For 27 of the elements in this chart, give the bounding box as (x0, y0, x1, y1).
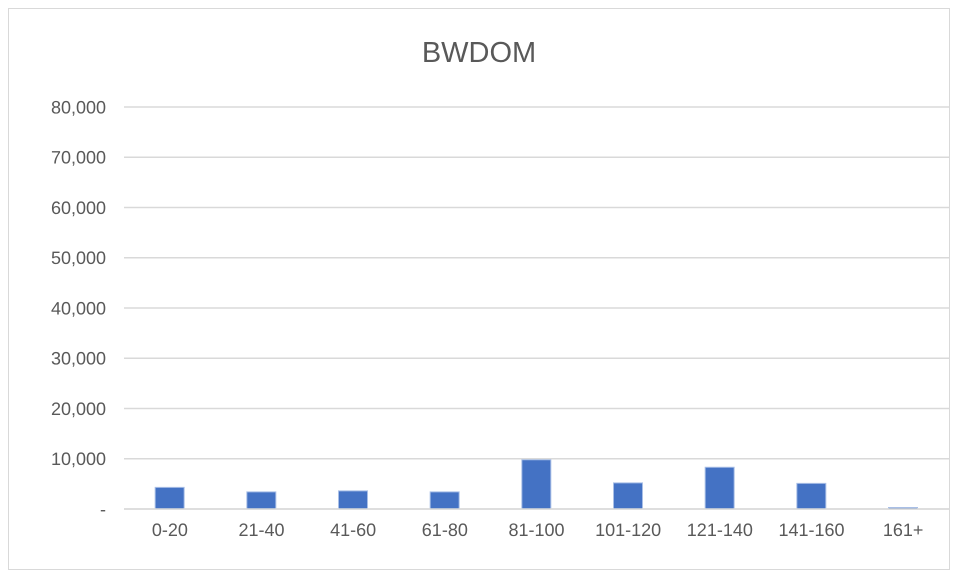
bar (154, 486, 185, 509)
bar (521, 459, 552, 509)
y-tick-label: 60,000 (50, 198, 106, 218)
y-tick-label: 30,000 (50, 348, 106, 369)
bar (704, 466, 735, 509)
y-tick-label: 40,000 (50, 298, 106, 318)
chart-title: BWDOM (420, 37, 538, 70)
y-tick-label: 80,000 (50, 97, 106, 118)
x-tick-label: 41-60 (330, 520, 376, 540)
bar (430, 491, 460, 509)
bar (613, 482, 643, 509)
x-tick-label: 121-140 (686, 520, 753, 540)
x-tick-label: 141-160 (778, 520, 845, 540)
x-tick-label: 0-20 (152, 520, 188, 540)
x-tick-label: 61-80 (422, 520, 468, 540)
y-tick-label: 70,000 (50, 148, 106, 168)
y-tick-label: 10,000 (50, 449, 106, 470)
y-tick-label: - (100, 499, 106, 520)
x-tick-label: 101-120 (595, 520, 662, 540)
bar (338, 490, 368, 509)
bar (796, 482, 826, 509)
x-tick-label: 21-40 (238, 520, 285, 540)
bar (246, 491, 276, 509)
y-tick-label: 20,000 (50, 398, 106, 419)
x-tick-label: 161+ (882, 520, 924, 540)
x-tick-label: 81-100 (508, 520, 565, 540)
y-tick-label: 50,000 (50, 248, 106, 268)
